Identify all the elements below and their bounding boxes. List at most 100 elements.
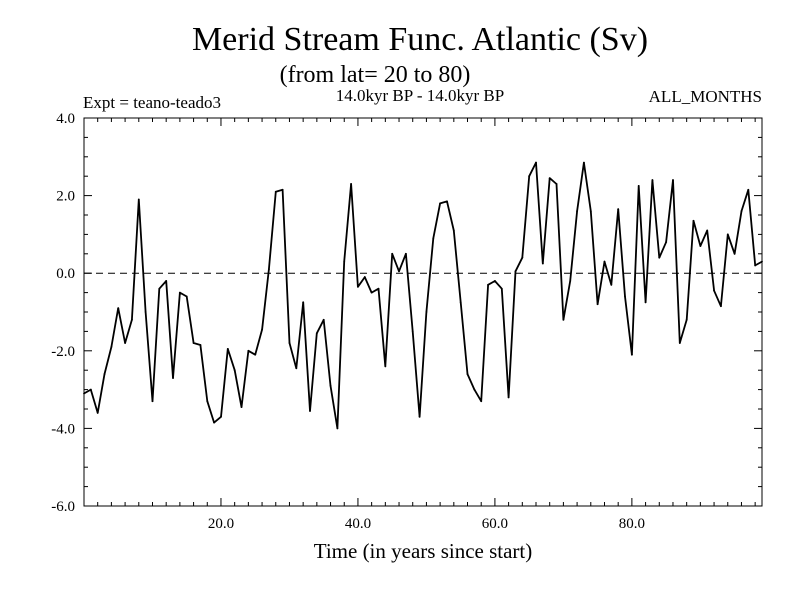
data-point <box>274 190 277 193</box>
data-point <box>521 256 524 259</box>
x-tick-label: 60.0 <box>482 516 508 532</box>
data-point <box>261 328 263 331</box>
data-point <box>192 342 195 344</box>
data-point <box>672 179 674 181</box>
data-point <box>247 349 250 352</box>
y-tick-label: 0.0 <box>56 266 75 282</box>
data-point <box>596 303 599 306</box>
y-tick-label: 4.0 <box>56 111 75 127</box>
data-point <box>350 183 352 185</box>
data-point <box>644 301 647 304</box>
data-point <box>439 202 442 205</box>
months-label: ALL_MONTHS <box>649 87 762 106</box>
data-point <box>363 276 366 278</box>
data-point <box>658 256 661 259</box>
data-point <box>144 311 147 313</box>
axis-tick-labels: 20.0 40.0 60.0 80.0 4.0 2.0 0.0 -2.0 -4.0 -6.0 <box>51 111 645 532</box>
data-point <box>226 347 229 350</box>
chart-title: Merid Stream Func. Atlantic (Sv) <box>192 21 648 58</box>
data-point <box>624 295 626 298</box>
data-point <box>494 280 496 282</box>
data-point <box>418 415 421 418</box>
data-point <box>678 342 681 344</box>
data-point <box>733 252 736 255</box>
chart-subtitle: (from lat= 20 to 80) <box>280 62 471 88</box>
y-tick-label: -2.0 <box>51 344 75 360</box>
y-tick-label: -6.0 <box>51 499 75 515</box>
data-point <box>589 210 592 213</box>
data-point <box>240 406 243 408</box>
expt-label: Expt = teano-teado3 <box>83 93 221 112</box>
period-label: 14.0kyr BP - 14.0kyr BP <box>336 86 504 105</box>
data-point <box>754 264 757 267</box>
data-point <box>562 318 565 321</box>
data-point <box>692 219 695 222</box>
data-point <box>391 252 394 255</box>
data-point <box>404 252 407 255</box>
data-point <box>83 392 85 395</box>
data-point <box>398 270 400 273</box>
data-point <box>541 262 544 265</box>
data-point <box>89 388 92 391</box>
data-point <box>268 268 270 271</box>
data-point <box>583 161 585 164</box>
data-point <box>466 373 469 375</box>
x-tick-label: 80.0 <box>619 516 645 532</box>
data-point <box>699 245 702 247</box>
data-point <box>452 229 455 232</box>
data-points <box>83 161 763 430</box>
data-point <box>740 210 743 213</box>
data-point <box>370 291 373 294</box>
data-point <box>322 318 325 321</box>
data-point <box>706 229 709 232</box>
data-point <box>747 188 750 191</box>
data-point <box>713 289 715 292</box>
data-point <box>761 260 763 263</box>
data-point <box>487 283 489 286</box>
data-point <box>610 283 613 286</box>
data-point <box>103 373 106 375</box>
data-point <box>473 388 476 391</box>
data-point <box>685 318 688 321</box>
data-point <box>726 233 729 236</box>
data-point <box>665 241 668 244</box>
data-point <box>124 342 126 344</box>
data-point <box>185 295 188 298</box>
data-point <box>178 291 181 294</box>
data-point <box>617 208 620 211</box>
data-point <box>302 301 305 304</box>
plot-frame <box>83 117 763 507</box>
data-point <box>630 353 633 356</box>
data-point <box>514 270 517 273</box>
data-point <box>137 198 140 201</box>
data-point <box>459 301 462 304</box>
data-point <box>446 200 448 203</box>
data-point <box>500 287 503 290</box>
data-point <box>637 185 640 187</box>
data-point <box>329 384 332 387</box>
data-point <box>336 427 339 430</box>
data-point <box>309 410 311 412</box>
data-point <box>117 307 120 310</box>
data-point <box>172 377 174 379</box>
data-point <box>220 415 222 418</box>
data-point <box>603 260 606 263</box>
data-point <box>295 367 298 370</box>
data-point <box>507 396 510 399</box>
data-point <box>206 400 209 403</box>
data-point <box>151 400 154 403</box>
data-point <box>199 344 202 346</box>
data-point <box>425 311 428 313</box>
x-axis-label: Time (in years since start) <box>314 539 533 563</box>
data-point <box>315 332 318 335</box>
data-point <box>720 305 722 308</box>
data-point <box>384 365 387 368</box>
data-point <box>432 237 435 240</box>
data-point <box>411 330 414 333</box>
data-point <box>158 287 161 290</box>
data-point <box>110 346 113 348</box>
data-point <box>357 285 359 288</box>
x-tick-label: 20.0 <box>208 516 234 532</box>
data-point <box>480 400 483 403</box>
